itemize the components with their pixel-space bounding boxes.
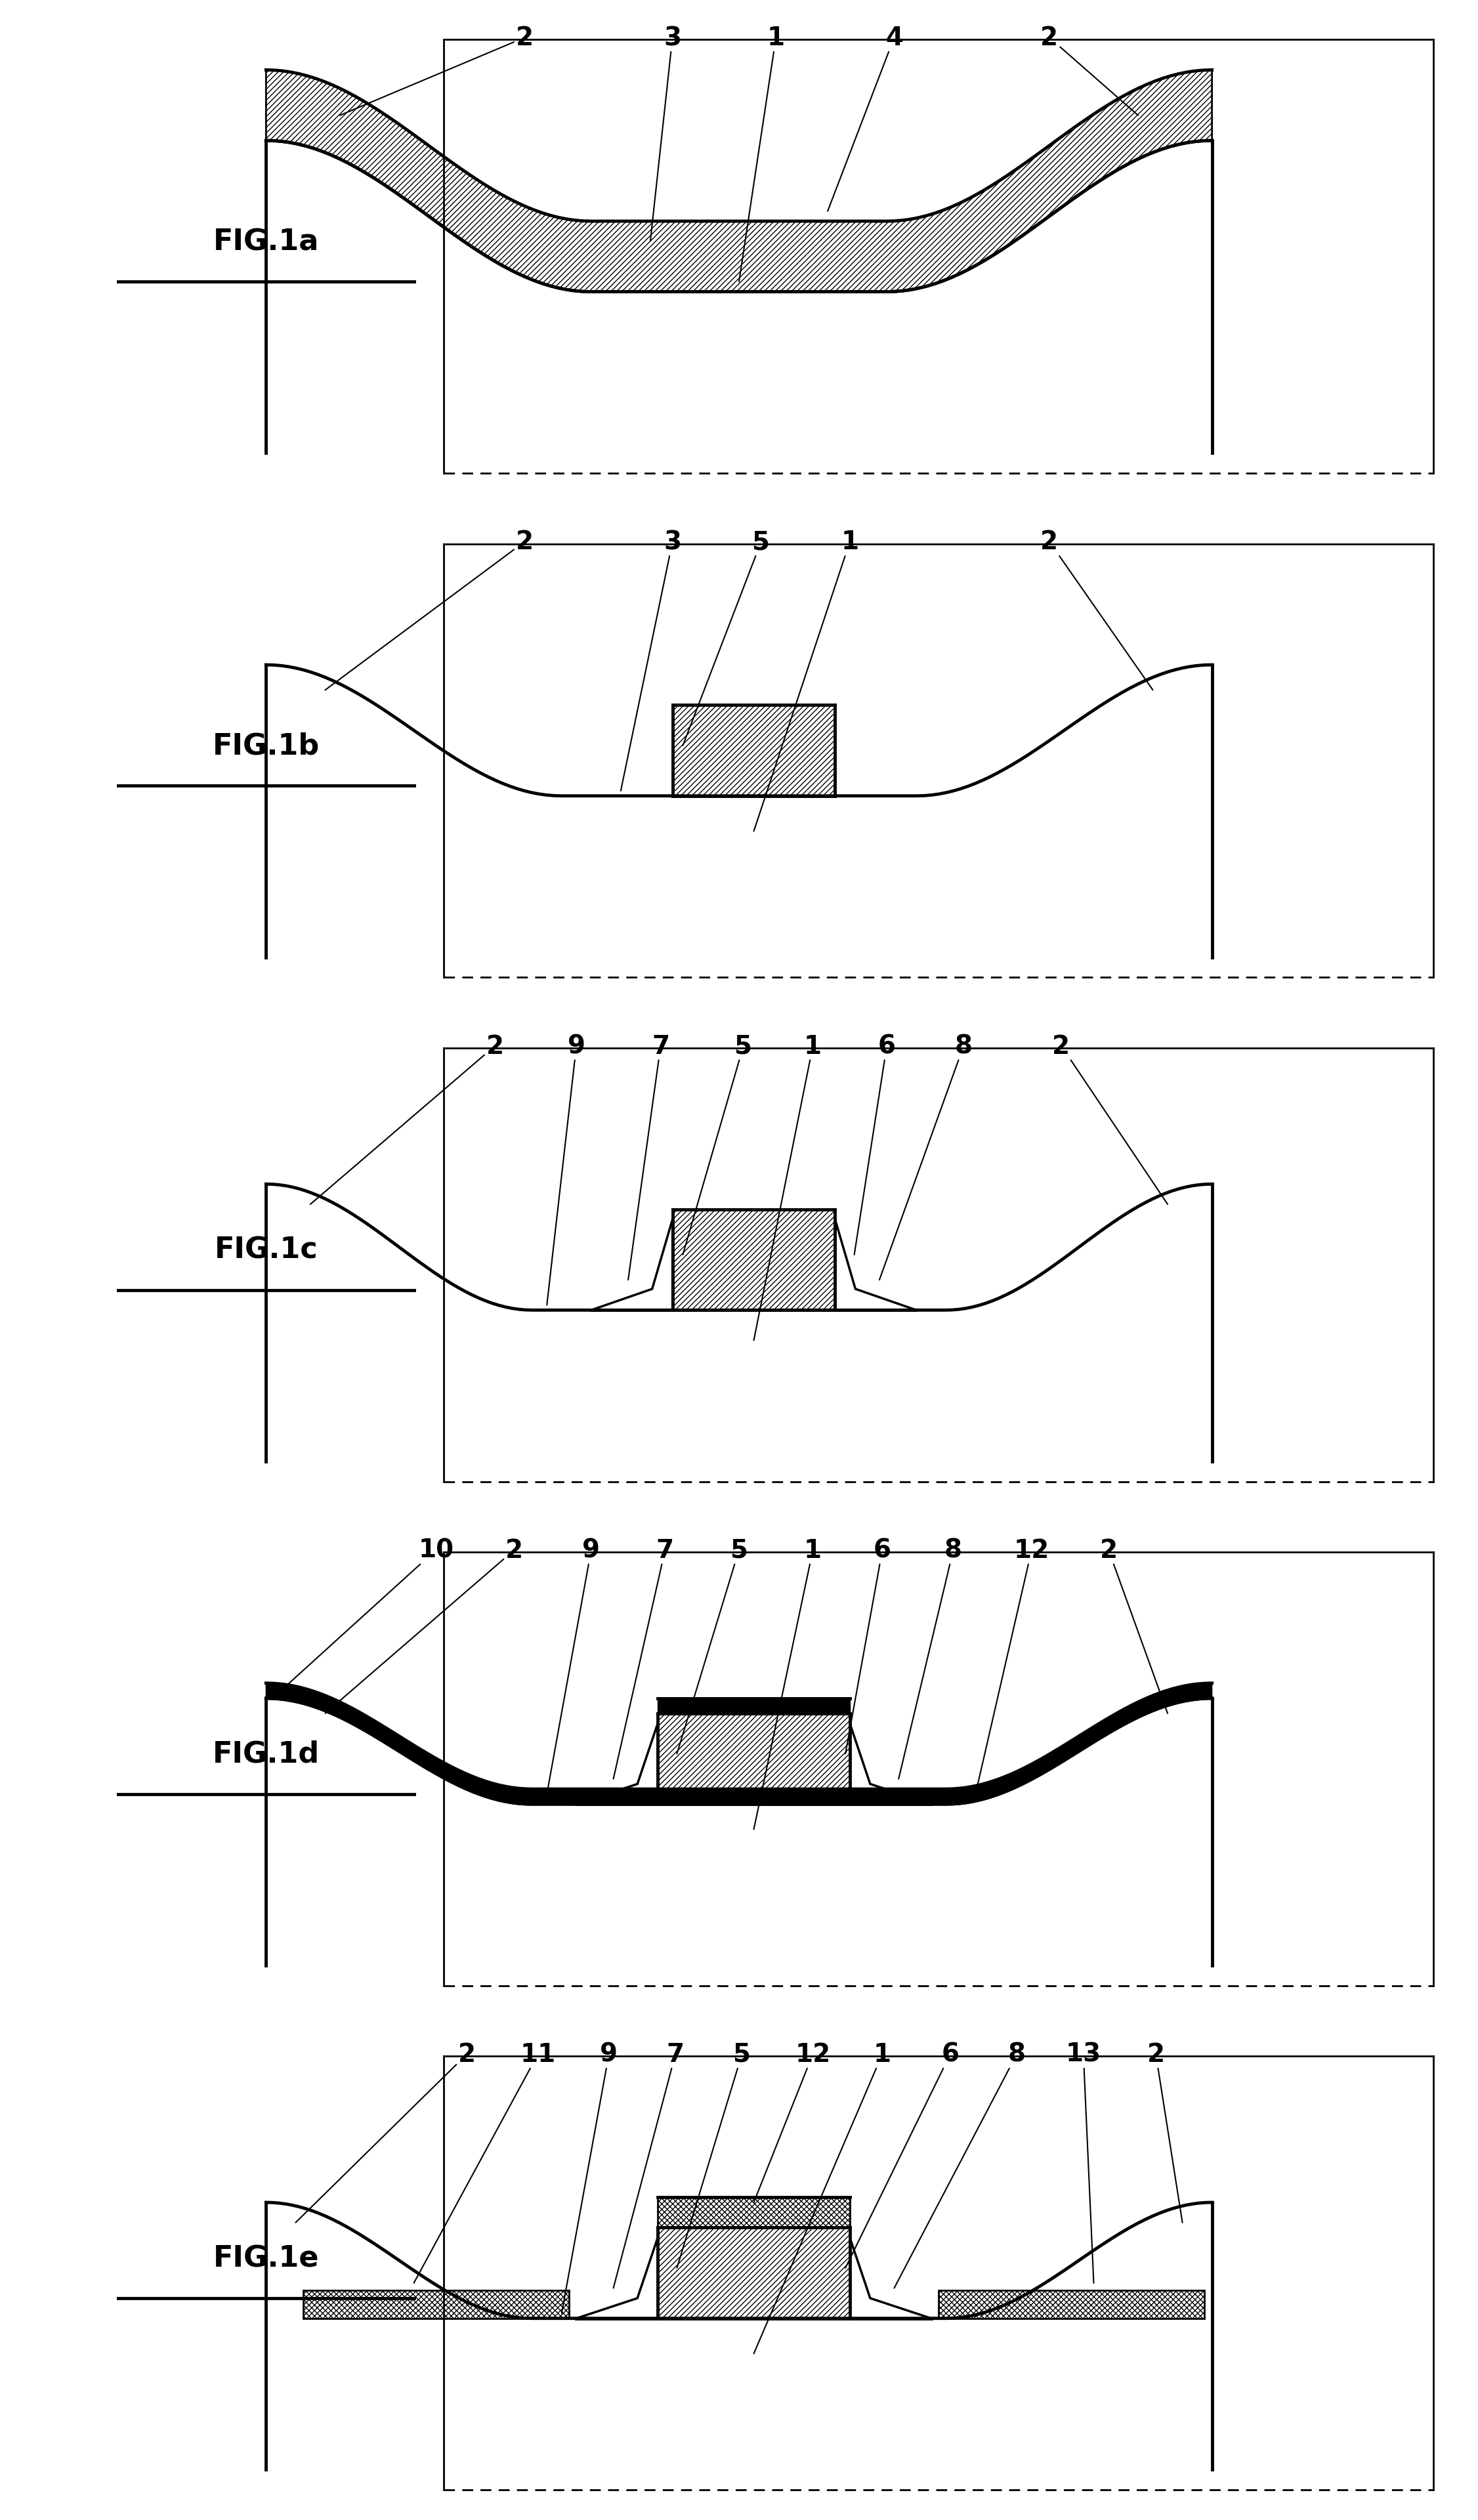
Text: 11: 11 — [414, 2041, 556, 2283]
Text: 1: 1 — [754, 1537, 822, 1830]
Polygon shape — [850, 2238, 931, 2318]
Polygon shape — [576, 1724, 658, 1804]
Polygon shape — [658, 2197, 850, 2228]
Polygon shape — [672, 706, 835, 796]
Text: 2: 2 — [1052, 1033, 1168, 1205]
Text: 1: 1 — [754, 1033, 822, 1341]
Text: 6: 6 — [845, 1537, 891, 1754]
Text: 6: 6 — [845, 2041, 959, 2268]
Text: 12: 12 — [975, 1537, 1049, 1794]
Text: 2: 2 — [296, 2041, 476, 2223]
Text: 7: 7 — [613, 1537, 674, 1779]
Text: 13: 13 — [1066, 2041, 1101, 2283]
Text: 1: 1 — [754, 2041, 891, 2354]
Text: 9: 9 — [562, 2041, 618, 2313]
Text: 2: 2 — [1100, 1537, 1168, 1714]
Text: 2: 2 — [310, 1033, 504, 1205]
Text: 2: 2 — [1147, 2041, 1182, 2223]
Text: 1: 1 — [754, 529, 859, 832]
Polygon shape — [939, 2291, 1205, 2318]
Text: FIG.1d: FIG.1d — [213, 1739, 319, 1769]
Text: FIG.1c: FIG.1c — [214, 1235, 318, 1265]
Polygon shape — [850, 1724, 931, 1804]
Text: 6: 6 — [854, 1033, 896, 1255]
Text: 12: 12 — [754, 2041, 831, 2202]
Text: 2: 2 — [1041, 529, 1153, 690]
Text: 3: 3 — [621, 529, 681, 791]
Text: 4: 4 — [828, 25, 903, 212]
Polygon shape — [266, 1683, 1212, 1804]
Text: 5: 5 — [683, 1033, 752, 1255]
Text: 7: 7 — [628, 1033, 670, 1280]
Text: FIG.1b: FIG.1b — [213, 731, 319, 761]
Text: 8: 8 — [894, 2041, 1026, 2288]
Text: 7: 7 — [613, 2041, 684, 2288]
Polygon shape — [576, 2238, 658, 2318]
Text: 9: 9 — [547, 1033, 585, 1305]
Polygon shape — [658, 1714, 850, 1804]
Text: 3: 3 — [650, 25, 681, 242]
Text: 9: 9 — [547, 1537, 600, 1794]
Text: 8: 8 — [899, 1537, 962, 1779]
Text: 2: 2 — [325, 1537, 523, 1714]
Polygon shape — [591, 1220, 672, 1310]
Text: FIG.1e: FIG.1e — [213, 2243, 319, 2273]
Text: 2: 2 — [1041, 25, 1138, 116]
Text: 5: 5 — [677, 2041, 751, 2268]
Polygon shape — [672, 1210, 835, 1310]
Text: FIG.1a: FIG.1a — [213, 227, 319, 257]
Text: 2: 2 — [325, 529, 534, 690]
Text: 5: 5 — [683, 529, 770, 746]
Text: 10: 10 — [281, 1537, 454, 1691]
Polygon shape — [658, 2228, 850, 2318]
Text: 8: 8 — [879, 1033, 973, 1280]
Polygon shape — [835, 1220, 916, 1310]
Polygon shape — [266, 71, 1212, 292]
Text: 5: 5 — [677, 1537, 748, 1754]
Text: 1: 1 — [739, 25, 785, 282]
Text: 2: 2 — [340, 25, 534, 116]
Polygon shape — [303, 2291, 569, 2318]
